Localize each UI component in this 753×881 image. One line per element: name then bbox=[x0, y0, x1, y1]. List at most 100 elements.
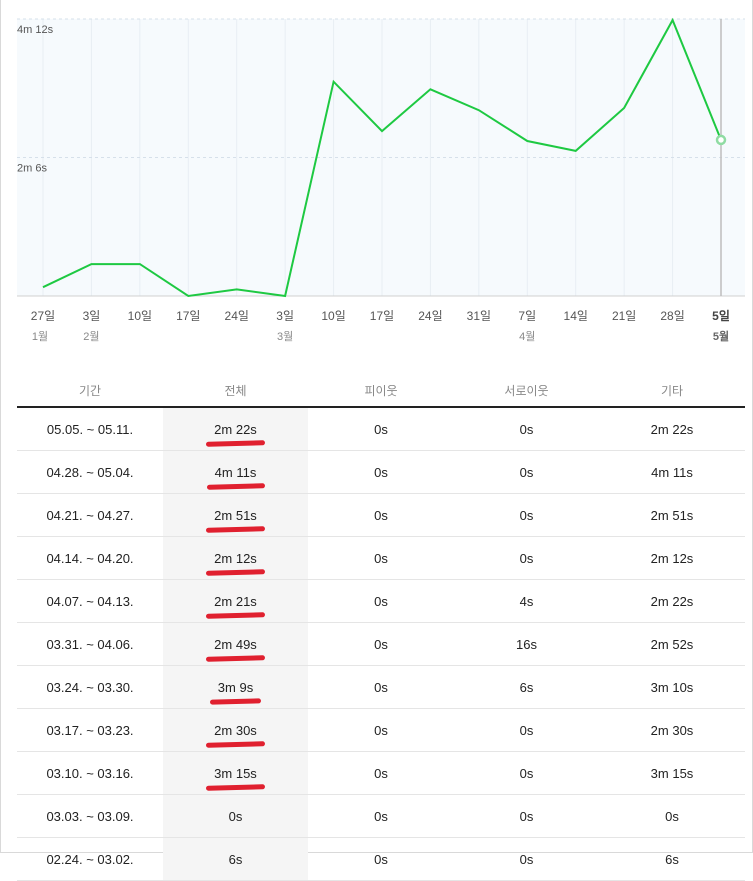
etc-cell-value: 2m 30s bbox=[650, 722, 694, 738]
month-label: 5월 bbox=[713, 329, 729, 343]
seo-cell: 0s bbox=[454, 751, 599, 795]
x-tick-label: 7일 bbox=[518, 309, 536, 323]
seo-cell: 0s bbox=[454, 708, 599, 752]
etc-cell-value: 2m 12s bbox=[650, 550, 694, 566]
period-cell-value: 04.07. ~ 04.13. bbox=[46, 593, 134, 609]
red-underline-mark bbox=[206, 568, 265, 576]
y-tick-label: 2m 6s bbox=[17, 163, 47, 175]
etc-cell-value: 2m 51s bbox=[650, 507, 694, 523]
total-text: 2m 21s bbox=[214, 593, 257, 609]
pi-cell: 0s bbox=[308, 450, 454, 494]
total-text: 3m 15s bbox=[214, 765, 257, 781]
period-cell: 03.03. ~ 03.09. bbox=[17, 794, 163, 838]
period-cell: 03.24. ~ 03.30. bbox=[17, 665, 163, 709]
total-cell: 4m 11s bbox=[163, 450, 308, 494]
seo-cell: 0s bbox=[454, 450, 599, 494]
etc-cell: 6s bbox=[599, 837, 745, 881]
red-underline-mark bbox=[206, 654, 265, 662]
etc-cell-value: 2m 22s bbox=[650, 593, 694, 609]
table-row: 04.14. ~ 04.20. 2m 12s 0s 0s 2m 12s bbox=[17, 536, 745, 580]
period-cell: 04.21. ~ 04.27. bbox=[17, 493, 163, 537]
pi-cell-value: 0s bbox=[374, 421, 388, 437]
table-row: 03.24. ~ 03.30. 3m 9s 0s 6s 3m 10s bbox=[17, 665, 745, 709]
pi-cell-value: 0s bbox=[374, 593, 388, 609]
pi-cell: 0s bbox=[308, 536, 454, 580]
x-tick-label: 27일 bbox=[31, 309, 55, 323]
total-cell: 2m 21s bbox=[163, 579, 308, 623]
pi-cell: 0s bbox=[308, 794, 454, 838]
month-label: 1월 bbox=[32, 330, 48, 343]
table-row: 03.17. ~ 03.23. 2m 30s 0s 0s 2m 30s bbox=[17, 708, 745, 752]
red-underline-mark bbox=[206, 783, 265, 791]
header-period: 기간 bbox=[17, 374, 163, 408]
etc-cell: 3m 10s bbox=[599, 665, 745, 709]
pi-cell-value: 0s bbox=[374, 636, 388, 652]
total-cell: 2m 22s bbox=[163, 407, 308, 451]
pi-cell-value: 0s bbox=[374, 808, 388, 824]
total-cell-value: 0s bbox=[228, 808, 243, 824]
table-row: 04.28. ~ 05.04. 4m 11s 0s 0s 4m 11s bbox=[17, 450, 745, 494]
period-cell-value: 05.05. ~ 05.11. bbox=[46, 421, 134, 437]
header-pi: 피이웃 bbox=[308, 374, 454, 408]
etc-cell-value: 3m 15s bbox=[650, 765, 694, 781]
header-seo: 서로이웃 bbox=[454, 374, 599, 408]
pi-cell: 0s bbox=[308, 407, 454, 451]
total-text: 2m 22s bbox=[214, 421, 257, 437]
month-label: 3월 bbox=[277, 330, 293, 343]
total-text: 2m 49s bbox=[214, 636, 257, 652]
period-cell: 04.07. ~ 04.13. bbox=[17, 579, 163, 623]
seo-cell: 0s bbox=[454, 493, 599, 537]
pi-cell: 0s bbox=[308, 665, 454, 709]
seo-cell: 0s bbox=[454, 837, 599, 881]
total-cell: 2m 12s bbox=[163, 536, 308, 580]
stats-table-container: 기간 전체 피이웃 서로이웃 기타 05.05. ~ 05.11. 2m 22s 0… bbox=[17, 374, 745, 881]
pi-cell-value: 0s bbox=[374, 464, 388, 480]
series-line bbox=[42, 17, 722, 298]
etc-cell-value: 0s bbox=[665, 808, 679, 824]
etc-cell: 2m 22s bbox=[599, 407, 745, 451]
table-row: 03.03. ~ 03.09. 0s 0s 0s 0s bbox=[17, 794, 745, 838]
x-tick-label: 24일 bbox=[225, 309, 249, 323]
pi-cell: 0s bbox=[308, 579, 454, 623]
etc-cell: 2m 51s bbox=[599, 493, 745, 537]
total-cell: 2m 49s bbox=[163, 622, 308, 666]
x-tick-label: 17일 bbox=[370, 309, 394, 323]
period-cell-value: 04.21. ~ 04.27. bbox=[46, 507, 134, 523]
seo-cell: 0s bbox=[454, 536, 599, 580]
total-cell-value: 2m 49s bbox=[206, 636, 265, 662]
seo-cell-value: 0s bbox=[519, 722, 534, 738]
total-cell: 0s bbox=[163, 794, 308, 838]
month-label: 4월 bbox=[519, 330, 535, 343]
etc-cell: 2m 12s bbox=[599, 536, 745, 580]
x-tick-label: 17일 bbox=[176, 309, 200, 323]
table-body: 05.05. ~ 05.11. 2m 22s 0s 0s 2m 22s 04.28. ~ … bbox=[17, 407, 745, 881]
x-tick-label: 21일 bbox=[612, 309, 636, 323]
period-cell-value: 03.24. ~ 03.30. bbox=[46, 679, 134, 695]
period-cell-value: 04.28. ~ 05.04. bbox=[46, 464, 134, 480]
red-underline-mark bbox=[206, 525, 265, 533]
period-cell-value: 03.31. ~ 04.06. bbox=[46, 636, 134, 652]
period-cell-value: 03.10. ~ 03.16. bbox=[46, 765, 134, 781]
seo-cell-value: 0s bbox=[519, 464, 534, 480]
etc-cell-value: 2m 52s bbox=[650, 636, 694, 652]
pi-cell-value: 0s bbox=[374, 507, 388, 523]
header-total: 전체 bbox=[163, 374, 308, 408]
seo-cell-value: 0s bbox=[519, 765, 534, 781]
x-tick-label: 31일 bbox=[467, 309, 491, 323]
red-underline-mark bbox=[206, 482, 265, 490]
stats-table: 기간 전체 피이웃 서로이웃 기타 05.05. ~ 05.11. 2m 22s 0… bbox=[17, 374, 745, 881]
x-tick-label: 28일 bbox=[660, 309, 684, 323]
period-cell-value: 04.14. ~ 04.20. bbox=[46, 550, 134, 566]
table-row: 03.10. ~ 03.16. 3m 15s 0s 0s 3m 15s bbox=[17, 751, 745, 795]
total-cell-value: 2m 51s bbox=[206, 508, 265, 533]
total-cell-value: 2m 12s bbox=[206, 551, 265, 576]
pi-cell-value: 0s bbox=[374, 550, 388, 566]
etc-cell: 2m 30s bbox=[599, 708, 745, 752]
header-etc: 기타 bbox=[599, 374, 745, 408]
x-tick-label: 10일 bbox=[321, 309, 345, 323]
total-cell-value: 2m 21s bbox=[206, 593, 265, 619]
seo-cell-value: 6s bbox=[519, 679, 534, 695]
x-tick-label: 5일 bbox=[712, 309, 730, 323]
period-cell: 03.17. ~ 03.23. bbox=[17, 708, 163, 752]
seo-cell-value: 4s bbox=[519, 593, 534, 609]
